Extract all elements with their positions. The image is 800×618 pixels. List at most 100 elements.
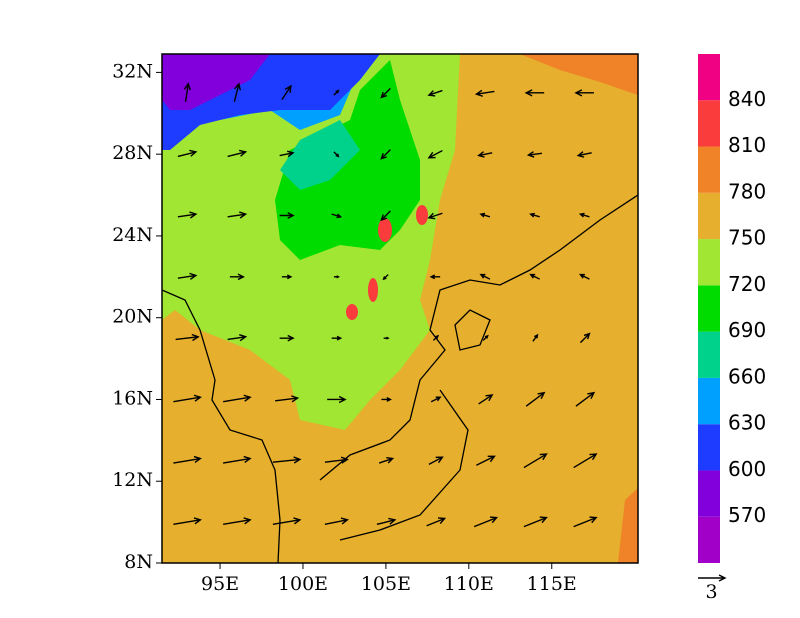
wind-arrow	[427, 212, 443, 220]
wind-arrow	[430, 396, 442, 403]
y-tick-label: 24N	[112, 224, 153, 246]
colorbar-box	[698, 239, 720, 286]
colorbar-label: 750	[728, 226, 766, 250]
wind-arrow	[327, 395, 347, 404]
wind-arrow	[573, 453, 598, 469]
wind-arrow	[479, 212, 491, 218]
wind-arrow	[479, 273, 491, 280]
colorbar-box	[698, 192, 720, 240]
field-region	[368, 278, 378, 302]
wind-arrow	[324, 517, 349, 526]
reference-vector: 3	[698, 574, 727, 603]
wind-arrow	[427, 149, 443, 159]
y-tick-label: 16N	[112, 387, 153, 409]
colorbar-box	[698, 100, 720, 147]
colorbar-box	[698, 470, 720, 517]
wind-arrow	[227, 149, 248, 158]
colorbar-box	[698, 146, 720, 193]
wind-arrow	[173, 394, 202, 403]
wind-arrow	[281, 84, 292, 100]
colorbar-box	[698, 285, 720, 332]
colorbar-box	[698, 424, 720, 471]
colorbar-label: 840	[728, 87, 766, 111]
colorbar-label: 570	[728, 503, 766, 527]
wind-arrow	[378, 456, 395, 464]
x-tick-label: 95E	[201, 573, 239, 595]
wind-arrow	[579, 273, 590, 280]
wind-arrow	[183, 82, 191, 102]
wind-arrow	[272, 517, 302, 526]
wind-arrow	[476, 455, 496, 466]
axes: 95E 100E 105E 110E 115E 8N 12N 16N 20N 24N 28N 32N	[112, 60, 577, 595]
wind-arrow	[575, 391, 596, 407]
colorbar-label: 660	[728, 364, 766, 388]
wind-arrow	[525, 391, 546, 407]
y-tick-label: 28N	[112, 142, 153, 164]
colorbar: 570 600 630 660 690 720 750 780 810 840	[698, 54, 766, 563]
wind-arrow	[428, 456, 444, 466]
wind-arrow	[233, 82, 242, 103]
wind-arrow	[177, 211, 198, 219]
wind-arrow	[523, 516, 548, 528]
colorbar-label: 810	[728, 133, 766, 157]
wind-arrow	[529, 212, 540, 218]
wind-arrow	[227, 334, 248, 342]
wind-arrow	[526, 151, 543, 158]
wind-arrow	[574, 89, 594, 97]
colorbar-box	[698, 331, 720, 378]
wind-arrow	[223, 394, 252, 403]
wind-arrow	[474, 89, 495, 97]
field-region	[618, 488, 638, 563]
colorbar-label: 690	[728, 318, 766, 342]
colorbar-box	[698, 377, 720, 425]
wind-arrow	[523, 453, 548, 469]
wind-arrow	[529, 273, 540, 280]
wind-arrow	[333, 151, 340, 158]
x-tick-label: 100E	[278, 573, 328, 595]
wind-arrow	[573, 516, 598, 528]
wind-arrow	[175, 333, 200, 342]
y-tick-label: 8N	[124, 551, 153, 573]
colorbar-label: 630	[728, 411, 766, 435]
wind-arrow	[473, 516, 499, 528]
wind-arrow	[227, 211, 248, 219]
colorbar-box	[698, 54, 720, 101]
wind-arrow	[381, 397, 392, 402]
colorbar-label: 780	[728, 179, 766, 203]
wind-arrow	[324, 456, 349, 464]
wind-arrow	[382, 274, 389, 281]
wind-arrow	[576, 151, 592, 158]
x-tick-label: 105E	[361, 573, 411, 595]
wind-arrow	[275, 395, 300, 403]
wind-arrow	[331, 213, 343, 219]
wind-arrow	[281, 274, 293, 280]
y-tick-label: 20N	[112, 306, 153, 328]
wind-arrow	[173, 517, 202, 526]
wind-arrow	[578, 212, 590, 218]
x-tick-label: 110E	[444, 573, 494, 595]
field-region	[416, 205, 428, 225]
wind-arrow	[380, 149, 391, 160]
wind-arrow	[279, 334, 295, 342]
wind-arrow	[478, 394, 494, 405]
wind-arrow	[376, 517, 397, 526]
wind-arrow	[432, 334, 440, 341]
y-tick-label: 32N	[112, 60, 153, 82]
field-region	[520, 54, 638, 95]
wind-arrow	[532, 333, 539, 342]
wind-arrow	[482, 334, 489, 341]
wind-arrow	[524, 89, 545, 97]
wind-arrow	[380, 210, 391, 222]
contour-fields	[162, 54, 638, 563]
reference-label: 3	[705, 581, 717, 603]
wind-arrow	[383, 336, 390, 340]
wind-arrow	[272, 456, 302, 464]
wind-arrow	[427, 89, 443, 97]
field-region	[280, 120, 360, 190]
wind-arrow	[380, 87, 391, 99]
x-tick-label: 115E	[527, 573, 577, 595]
colorbar-label: 600	[728, 457, 766, 481]
wind-arrow	[331, 335, 343, 341]
colorbar-box	[698, 516, 720, 563]
